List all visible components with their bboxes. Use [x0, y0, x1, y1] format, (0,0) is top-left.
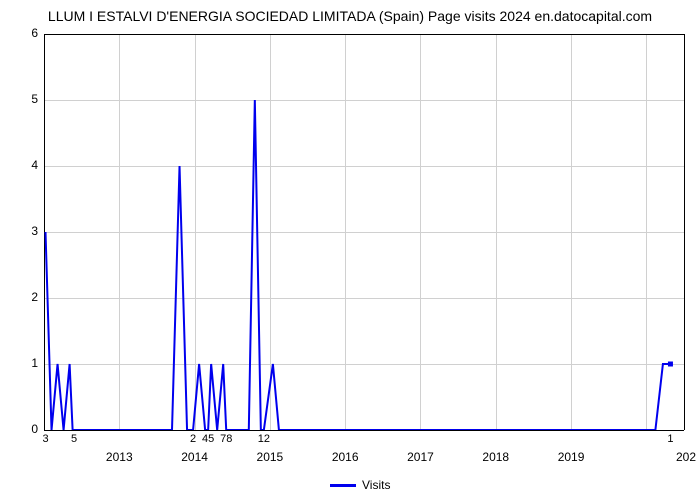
point-label: 78	[220, 433, 232, 445]
legend-label: Visits	[362, 478, 390, 492]
chart-line	[44, 34, 684, 430]
y-tick-label: 1	[16, 356, 38, 370]
legend-swatch	[330, 484, 356, 487]
y-tick-label: 6	[16, 26, 38, 40]
y-tick-label: 0	[16, 422, 38, 436]
point-label: 1	[667, 433, 673, 445]
end-marker-icon	[668, 362, 673, 367]
x-tick-label: 2017	[407, 450, 434, 464]
axis-line	[684, 34, 685, 430]
point-label: 12	[258, 433, 270, 445]
y-tick-label: 2	[16, 290, 38, 304]
axis-line	[44, 430, 684, 431]
legend: Visits	[330, 478, 390, 492]
point-label: 5	[71, 433, 77, 445]
x-tick-label: 202	[676, 450, 696, 464]
y-tick-label: 3	[16, 224, 38, 238]
y-tick-label: 4	[16, 158, 38, 172]
point-label: 3	[42, 433, 48, 445]
point-label: 45	[202, 433, 214, 445]
chart-title: LLUM I ESTALVI D'ENERGIA SOCIEDAD LIMITA…	[0, 8, 700, 24]
plot-area	[44, 34, 684, 430]
x-tick-label: 2018	[482, 450, 509, 464]
x-tick-label: 2013	[106, 450, 133, 464]
x-tick-label: 2019	[558, 450, 585, 464]
x-tick-label: 2015	[257, 450, 284, 464]
x-tick-label: 2016	[332, 450, 359, 464]
x-tick-label: 2014	[181, 450, 208, 464]
point-label: 2	[190, 433, 196, 445]
y-tick-label: 5	[16, 92, 38, 106]
